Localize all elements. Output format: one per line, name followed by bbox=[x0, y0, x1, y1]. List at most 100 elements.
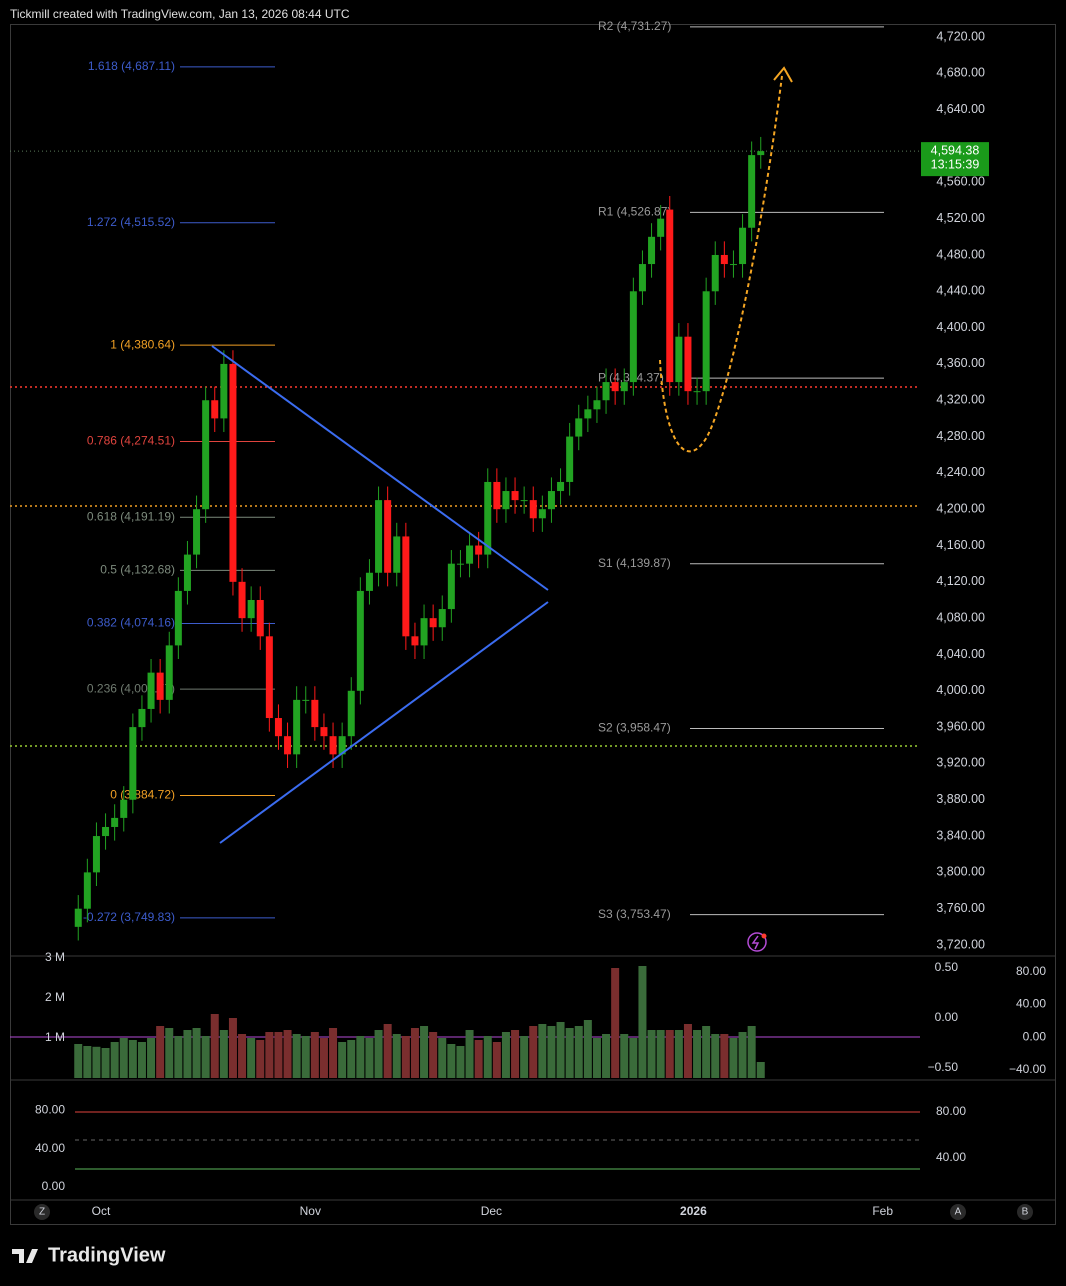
candle-body bbox=[393, 536, 401, 573]
y-tick-label: 4,360.00 bbox=[936, 356, 985, 370]
candle-body bbox=[629, 291, 637, 383]
y-tick-label: 4,080.00 bbox=[936, 610, 985, 624]
volume-bar bbox=[638, 966, 647, 1078]
candle-body bbox=[729, 264, 737, 266]
volume-bar bbox=[538, 1024, 547, 1078]
volume-bar bbox=[274, 1032, 283, 1078]
candle-body bbox=[511, 491, 519, 501]
candle-body bbox=[320, 727, 328, 737]
y-tick-label: 1 M bbox=[45, 1030, 65, 1044]
candle-body bbox=[566, 436, 574, 482]
volume-bar bbox=[474, 1040, 483, 1078]
volume-bar bbox=[492, 1042, 501, 1078]
candle-body bbox=[466, 545, 474, 564]
volume-bar bbox=[665, 1030, 674, 1078]
fib-label: 1 (4,380.64) bbox=[110, 337, 175, 351]
fib-label: 0.5 (4,132.68) bbox=[100, 562, 175, 576]
alert-icon[interactable] bbox=[747, 932, 767, 952]
candle-body bbox=[657, 218, 665, 237]
volume-bar bbox=[119, 1038, 128, 1078]
pivot-label: S3 (3,753.47) bbox=[598, 907, 671, 921]
y-tick-label: 4,280.00 bbox=[936, 429, 985, 443]
x-tick-label: Oct bbox=[92, 1204, 111, 1218]
volume-bar bbox=[447, 1044, 456, 1078]
candle-body bbox=[375, 500, 383, 573]
y-tick-label: 4,680.00 bbox=[936, 66, 985, 80]
candle-body bbox=[329, 736, 337, 755]
y-tick-label: 4,520.00 bbox=[936, 211, 985, 225]
y2-tick-label: 80.00 bbox=[936, 1104, 966, 1118]
y-tick-label: 4,480.00 bbox=[936, 247, 985, 261]
y2-tick-label: 0.00 bbox=[935, 1010, 959, 1024]
y-tick-label: 3,840.00 bbox=[936, 828, 985, 842]
volume-bar bbox=[420, 1026, 429, 1078]
volume-bar bbox=[210, 1014, 219, 1078]
candle-body bbox=[602, 382, 610, 401]
button[interactable] bbox=[950, 1204, 966, 1220]
volume-bar bbox=[602, 1034, 611, 1078]
button[interactable] bbox=[1017, 1204, 1033, 1220]
candle-body bbox=[247, 599, 255, 619]
marks: 3,720.00 3,760.00 3,800.00 3,840.00 3,880.00… bbox=[10, 19, 1046, 1218]
y3-tick-label: 40.00 bbox=[1016, 997, 1046, 1011]
button-label: A bbox=[955, 1207, 962, 1218]
volume-bar bbox=[319, 1038, 328, 1078]
candle-body bbox=[720, 254, 728, 265]
candle-body bbox=[648, 236, 656, 265]
volume-bar bbox=[74, 1044, 83, 1078]
pivot-label: S1 (4,139.87) bbox=[598, 556, 671, 570]
volume-bar bbox=[456, 1046, 465, 1078]
volume-bar bbox=[165, 1028, 174, 1078]
candle-body bbox=[220, 363, 228, 419]
volume-bar bbox=[365, 1038, 374, 1078]
volume-bar bbox=[283, 1030, 292, 1078]
y-tick-label: 4,200.00 bbox=[936, 501, 985, 515]
y2-tick-label: −0.50 bbox=[928, 1060, 959, 1074]
y-tick-label: 0.00 bbox=[42, 1179, 66, 1193]
candle-body bbox=[693, 391, 701, 393]
candle-body bbox=[666, 209, 674, 383]
fib-label: 0 (3,884.72) bbox=[110, 788, 175, 802]
volume-bar bbox=[556, 1022, 565, 1078]
y-tick-label: 3 M bbox=[45, 950, 65, 964]
candle-body bbox=[429, 618, 437, 628]
fib-label: 0.786 (4,274.51) bbox=[87, 434, 175, 448]
candle-body bbox=[447, 563, 455, 610]
y-tick-label: 4,160.00 bbox=[936, 538, 985, 552]
candle-body bbox=[529, 500, 537, 519]
volume-bar bbox=[729, 1038, 738, 1078]
y-tick-label: 4,240.00 bbox=[936, 465, 985, 479]
volume-bar bbox=[256, 1040, 265, 1078]
candle-body bbox=[438, 609, 446, 628]
candle-body bbox=[675, 336, 683, 383]
candle-body bbox=[547, 491, 555, 510]
volume-bar bbox=[128, 1040, 137, 1078]
candle-body bbox=[748, 155, 756, 228]
y-tick-label: 4,320.00 bbox=[936, 393, 985, 407]
candle-body bbox=[284, 736, 292, 755]
y-tick-label: 4,640.00 bbox=[936, 102, 985, 116]
button-label: Z bbox=[39, 1207, 45, 1218]
volume-bar bbox=[338, 1042, 347, 1078]
button[interactable] bbox=[34, 1204, 50, 1220]
y-tick-label: 4,560.00 bbox=[936, 175, 985, 189]
volume-bar bbox=[174, 1036, 183, 1078]
candle-body bbox=[174, 590, 182, 646]
x-tick-label: Feb bbox=[872, 1204, 893, 1218]
volume-bar bbox=[620, 1034, 629, 1078]
volume-bar bbox=[83, 1046, 92, 1078]
volume-bar bbox=[711, 1034, 720, 1078]
volume-bar bbox=[410, 1028, 419, 1078]
volume-bar bbox=[238, 1034, 247, 1078]
candle-body bbox=[256, 599, 264, 637]
x-tick-label: 2026 bbox=[680, 1204, 707, 1218]
fib-label: 0.382 (4,074.16) bbox=[87, 616, 175, 630]
volume-bar bbox=[438, 1038, 447, 1078]
candle-body bbox=[684, 336, 692, 392]
candle-body bbox=[757, 151, 765, 156]
fib-label: -0.272 (3,749.83) bbox=[83, 910, 175, 924]
last-price-label: 4,594.38 bbox=[931, 143, 980, 157]
y-tick-label: 3,720.00 bbox=[936, 937, 985, 951]
candle-body bbox=[711, 254, 719, 292]
